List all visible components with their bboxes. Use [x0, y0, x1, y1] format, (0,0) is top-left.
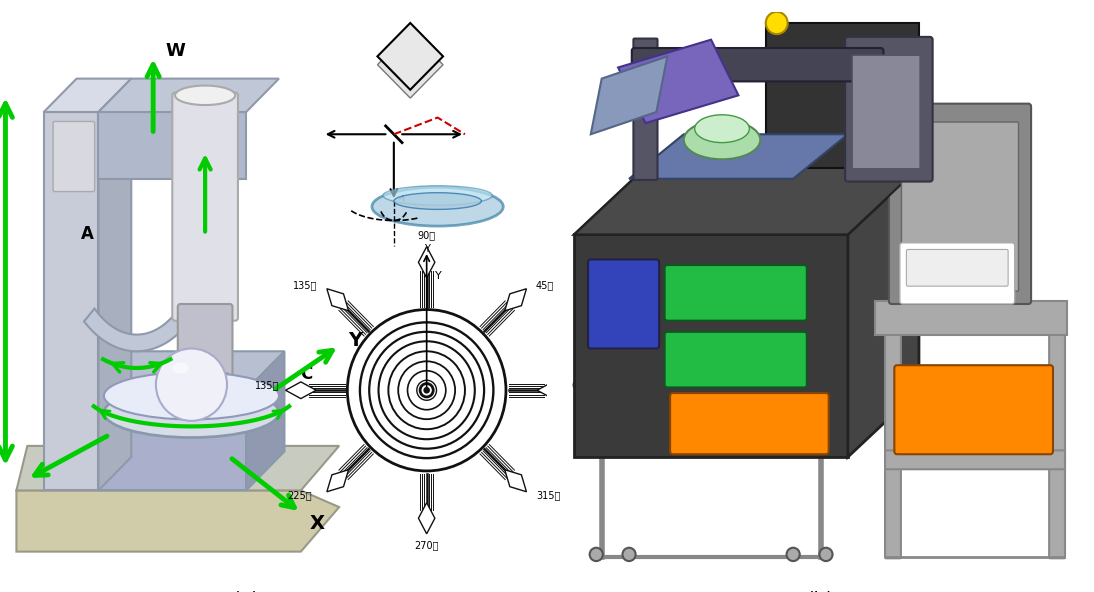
Ellipse shape [175, 86, 235, 105]
Ellipse shape [372, 187, 503, 226]
Text: (a): (a) [233, 591, 259, 592]
FancyBboxPatch shape [173, 92, 238, 321]
Polygon shape [16, 446, 339, 490]
FancyBboxPatch shape [177, 304, 233, 377]
Polygon shape [629, 134, 848, 179]
FancyBboxPatch shape [670, 393, 829, 454]
Polygon shape [246, 351, 284, 490]
Polygon shape [327, 289, 349, 311]
Polygon shape [848, 168, 919, 457]
Text: 0도: 0도 [571, 379, 583, 390]
Text: Y: Y [349, 331, 362, 350]
Text: A: A [81, 226, 94, 243]
FancyBboxPatch shape [53, 121, 94, 192]
Ellipse shape [383, 186, 492, 205]
Circle shape [819, 548, 833, 561]
Polygon shape [286, 382, 316, 398]
Polygon shape [504, 469, 526, 492]
Ellipse shape [684, 120, 760, 159]
FancyBboxPatch shape [885, 333, 901, 558]
Polygon shape [44, 112, 98, 490]
FancyBboxPatch shape [665, 332, 807, 387]
Text: 135도: 135도 [293, 280, 317, 290]
Polygon shape [55, 351, 284, 390]
Text: 45도: 45도 [536, 280, 555, 290]
FancyBboxPatch shape [899, 243, 1015, 304]
FancyBboxPatch shape [906, 249, 1009, 286]
Polygon shape [875, 301, 1067, 334]
Polygon shape [574, 168, 919, 234]
Circle shape [423, 387, 430, 394]
Polygon shape [98, 79, 279, 112]
FancyBboxPatch shape [633, 38, 657, 180]
FancyBboxPatch shape [589, 259, 659, 349]
Text: 225도: 225도 [287, 490, 312, 500]
Polygon shape [418, 247, 435, 278]
FancyBboxPatch shape [665, 265, 807, 321]
Polygon shape [184, 374, 228, 413]
FancyBboxPatch shape [888, 104, 1031, 304]
Polygon shape [504, 289, 526, 311]
Text: 135도: 135도 [255, 379, 279, 390]
Polygon shape [16, 490, 339, 552]
FancyBboxPatch shape [901, 122, 1019, 291]
Text: Y: Y [435, 271, 442, 281]
Ellipse shape [104, 372, 279, 420]
Circle shape [766, 12, 788, 34]
Polygon shape [574, 168, 919, 234]
Polygon shape [327, 469, 349, 492]
FancyBboxPatch shape [895, 365, 1052, 454]
Polygon shape [55, 390, 246, 490]
Ellipse shape [104, 387, 279, 437]
Text: Y: Y [423, 244, 430, 254]
FancyBboxPatch shape [885, 451, 1066, 469]
Text: W: W [165, 42, 185, 60]
Text: (b): (b) [806, 591, 835, 592]
Polygon shape [44, 79, 131, 112]
Ellipse shape [172, 362, 189, 374]
FancyBboxPatch shape [632, 48, 884, 81]
Circle shape [622, 548, 636, 561]
Ellipse shape [394, 193, 481, 210]
Polygon shape [574, 234, 848, 457]
Polygon shape [418, 503, 435, 534]
FancyBboxPatch shape [845, 37, 932, 182]
Text: C: C [300, 365, 313, 382]
Polygon shape [84, 308, 189, 351]
Circle shape [156, 349, 228, 421]
Circle shape [590, 548, 603, 561]
Polygon shape [377, 23, 443, 90]
Text: 315도: 315도 [536, 490, 560, 500]
Text: 270도: 270도 [415, 540, 439, 551]
Polygon shape [766, 23, 919, 168]
Polygon shape [98, 112, 246, 179]
Ellipse shape [695, 115, 749, 143]
Polygon shape [591, 56, 667, 134]
FancyBboxPatch shape [852, 55, 920, 169]
Polygon shape [98, 79, 131, 490]
Polygon shape [537, 382, 568, 398]
Polygon shape [377, 31, 443, 98]
Circle shape [420, 384, 433, 397]
Text: X: X [310, 514, 325, 533]
Polygon shape [618, 40, 738, 123]
Circle shape [787, 548, 800, 561]
FancyBboxPatch shape [1049, 333, 1066, 558]
FancyBboxPatch shape [852, 38, 876, 180]
Text: 90도: 90도 [418, 230, 435, 240]
